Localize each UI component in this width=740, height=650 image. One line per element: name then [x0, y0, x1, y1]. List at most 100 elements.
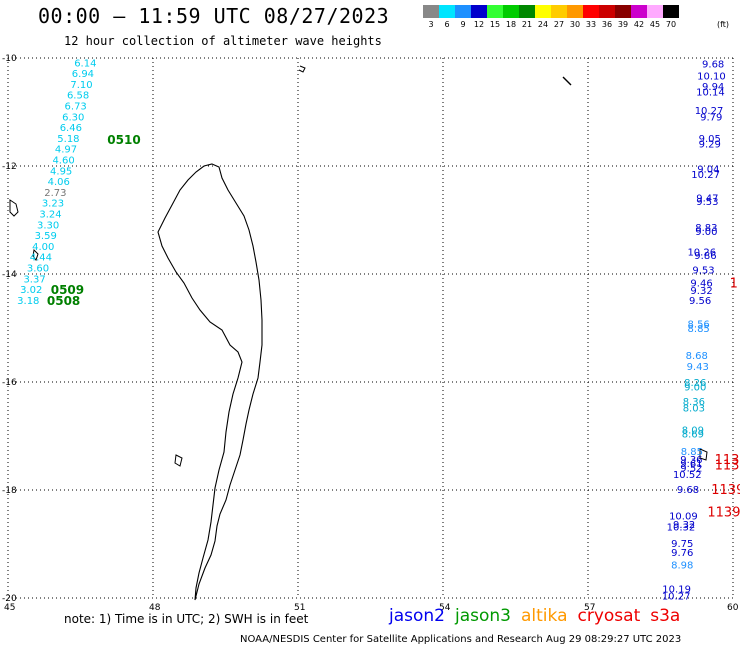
legend-label: 70 — [665, 20, 677, 29]
legend-label: 27 — [553, 20, 565, 29]
lon-label: 57 — [584, 603, 595, 613]
wave-height-value: 10.27 — [662, 591, 691, 602]
mayotte-island — [32, 248, 39, 262]
pass-time-label: 1 — [730, 277, 738, 292]
coastline — [9, 65, 708, 601]
satellite-name: s3a — [650, 606, 681, 626]
wave-height-value: 3.23 — [42, 199, 64, 210]
wave-height-value: 3.37 — [23, 274, 45, 285]
lon-label: 54 — [439, 603, 451, 613]
wave-height-value: 9.29 — [699, 139, 721, 150]
wave-height-value: 8.26 — [684, 378, 706, 389]
wave-height-value: 6.46 — [60, 123, 82, 134]
legend-label: 30 — [569, 20, 581, 29]
wave-height-value: 3.30 — [37, 220, 59, 231]
wave-height-value: 8.56 — [688, 320, 710, 331]
mauritius-island — [562, 76, 572, 86]
wave-height-value: 8.36 — [683, 397, 705, 408]
wave-height-value: 9.52 — [680, 463, 702, 474]
satellite-name: altika — [521, 606, 568, 626]
wave-height-value: 8.85 — [688, 324, 710, 335]
wave-height-value: 9.00 — [695, 227, 717, 238]
legend-swatch: 36 — [599, 5, 615, 29]
lon-label: 51 — [294, 603, 305, 613]
legend-label: 24 — [537, 20, 549, 29]
legend-color-box — [615, 5, 631, 18]
wave-height-value: 9.32 — [673, 520, 695, 531]
pass-time-label: 0508 — [47, 294, 80, 308]
wave-height-value: 4.44 — [30, 253, 52, 264]
legend-unit: (ft) — [717, 20, 730, 29]
legend-label: 6 — [444, 20, 450, 29]
legend-swatch: 33 — [583, 5, 599, 29]
pass-time-label: 0509 — [51, 283, 84, 297]
wave-height-value: 7.10 — [70, 80, 92, 91]
legend-swatch: 27 — [551, 5, 567, 29]
legend-swatch: 45 — [647, 5, 663, 29]
lon-label: 45 — [4, 603, 15, 613]
legend-label: 12 — [473, 20, 485, 29]
wave-height-value: 9.75 — [671, 539, 693, 550]
wave-height-value: 4.60 — [52, 156, 74, 167]
legend-color-box — [487, 5, 503, 18]
legend-label: 3 — [428, 20, 434, 29]
wave-height-value: 9.86 — [694, 251, 716, 262]
legend-label: 42 — [633, 20, 645, 29]
legend-label: 15 — [489, 20, 501, 29]
legend-color-box — [551, 5, 567, 18]
wave-height-value: 8.85 — [681, 447, 703, 458]
wave-height-value: 9.56 — [689, 296, 711, 307]
color-legend: 3 6 9 12 15 18 21 24 27 30 33 36 39 42 45 70 — [423, 5, 679, 29]
legend-swatch: 21 — [519, 5, 535, 29]
wave-height-value: 10.10 — [697, 71, 726, 82]
legend-swatch: 3 — [423, 5, 439, 29]
wave-height-value: 3.60 — [27, 264, 49, 275]
madagascar-coastline — [157, 163, 263, 601]
wave-height-value: 8.98 — [671, 561, 693, 572]
wave-height-value: 9.79 — [700, 112, 722, 123]
wave-height-value: 10.09 — [669, 511, 698, 522]
pass-time-label: 113 — [715, 459, 740, 474]
wave-height-value: 9.53 — [692, 266, 714, 277]
map-subtitle: 12 hour collection of altimeter wave hei… — [64, 34, 382, 48]
wave-height-value: 9.04 — [697, 165, 719, 176]
lat-label: -16 — [2, 378, 17, 388]
wave-height-value: 9.61 — [680, 459, 702, 470]
wave-height-value: 9.00 — [684, 382, 706, 393]
wave-height-value: 10.26 — [687, 247, 716, 258]
wave-height-value: 3.18 — [17, 296, 39, 307]
wave-height-value: 8.09 — [682, 426, 704, 437]
legend-label: 18 — [505, 20, 517, 29]
satellite-name: jason2 — [389, 606, 445, 626]
wave-height-value: 2.73 — [44, 188, 66, 199]
wave-height-value: 9.43 — [687, 362, 709, 373]
wave-height-value: 3.24 — [39, 210, 61, 221]
wave-height-value: 10.27 — [695, 106, 724, 117]
credit-line: NOAA/NESDIS Center for Satellite Applica… — [240, 634, 682, 645]
legend-color-box — [439, 5, 455, 18]
legend-label: 39 — [617, 20, 629, 29]
wave-height-value: 5.18 — [57, 134, 79, 145]
legend-label: 9 — [460, 20, 466, 29]
legend-color-box — [423, 5, 439, 18]
legend-swatch: 9 — [455, 5, 471, 29]
wave-height-value: 10.14 — [696, 87, 725, 98]
wave-height-value: 9.46 — [690, 279, 712, 290]
wave-height-value: 8.68 — [686, 351, 708, 362]
lon-label: 60 — [727, 603, 739, 613]
legend-color-box — [503, 5, 519, 18]
lat-label: -18 — [2, 486, 17, 496]
legend-swatch: 39 — [615, 5, 631, 29]
observations-west: 6.146.947.106.586.736.306.465.184.974.60… — [17, 58, 96, 307]
wave-height-value: 10.52 — [673, 470, 702, 481]
wave-height-value: 6.94 — [72, 69, 94, 80]
wave-height-value: 10.32 — [667, 523, 696, 534]
legend-color-box — [519, 5, 535, 18]
legend-swatch: 6 — [439, 5, 455, 29]
reunion-island — [699, 448, 708, 461]
wave-height-value: 10.19 — [662, 584, 691, 595]
legend-swatch: 24 — [535, 5, 551, 29]
lon-label: 48 — [149, 603, 161, 613]
